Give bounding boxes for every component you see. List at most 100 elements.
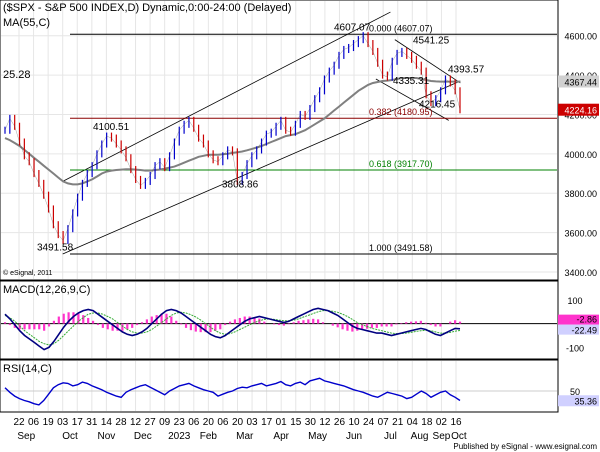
x-month-label-0: Sep: [17, 431, 35, 442]
chart-title: ($SPX - S&P 500 INDEX,D) Dynamic,0:00-24…: [3, 2, 291, 14]
price-annotation-7: 3491.58: [37, 242, 74, 253]
axis-labels: 4600.004400.004200.004000.003800.003600.…: [13, 32, 599, 442]
x-day-label-11: 23: [174, 417, 186, 428]
x-day-label-15: 20: [232, 417, 244, 428]
ma-value-text: 4367.44: [564, 77, 597, 87]
x-month-label-1: Oct: [62, 431, 78, 442]
x-day-label-2: 19: [43, 417, 55, 428]
fib-label-3: 1.000 (3491.58): [369, 243, 433, 253]
x-day-label-28: 18: [421, 417, 433, 428]
left-edge-label: 25.28: [3, 69, 31, 81]
trend-channel: [62, 11, 461, 255]
macd-value-tag-1: [558, 314, 599, 325]
ma-label: MA(55,C): [3, 17, 50, 29]
x-month-label-8: May: [308, 431, 327, 442]
rsi-line: [4, 377, 461, 406]
price-annotation-0: 4607.07: [334, 23, 371, 34]
ma-value-tag: [558, 75, 599, 88]
price-annotation-3: 4335.31: [393, 76, 430, 87]
price-ytick-4: 3800.00: [564, 189, 597, 199]
x-day-label-4: 17: [72, 417, 84, 428]
x-day-label-21: 12: [319, 417, 331, 428]
x-month-label-13: Oct: [451, 431, 467, 442]
x-day-label-29: 02: [436, 417, 448, 428]
footer-credit: Published by eSignal - www.esignal.com: [453, 442, 597, 451]
x-day-label-20: 30: [305, 417, 317, 428]
macd-value-text-1: -2.86: [576, 315, 597, 325]
x-month-label-10: Jul: [384, 431, 397, 442]
grid-layer: [1, 1, 557, 411]
price-ytick-5: 3600.00: [564, 229, 597, 239]
rsi-ytick-0: 50: [570, 387, 580, 397]
x-day-label-25: 07: [378, 417, 390, 428]
x-day-label-14: 06: [217, 417, 229, 428]
price-annotation-5: 4100.51: [93, 122, 130, 133]
x-day-label-16: 03: [247, 417, 259, 428]
x-day-label-5: 31: [86, 417, 98, 428]
last-price-tag: [558, 103, 599, 116]
fib-label-2: 0.618 (3917.70): [369, 159, 433, 169]
x-day-label-12: 06: [188, 417, 200, 428]
x-day-label-10: 09: [159, 417, 171, 428]
x-month-label-3: Dec: [134, 431, 152, 442]
x-day-label-27: 04: [407, 417, 419, 428]
price-ytick-3: 4000.00: [564, 150, 597, 160]
fib-label-1: 0.382 (4180.95): [369, 107, 433, 117]
price-annotation-4: 4216.45: [419, 100, 456, 111]
price-series: [4, 32, 461, 245]
x-day-label-24: 24: [363, 417, 375, 428]
x-month-label-12: Sep: [433, 431, 451, 442]
macd-ytick-0: 100: [567, 296, 582, 306]
copyright-label: © eSignal, 2011: [3, 269, 53, 277]
x-month-label-9: Jun: [346, 431, 362, 442]
last-price-text: 4224.16: [564, 106, 597, 116]
rsi-value-text: 35.36: [574, 396, 597, 406]
x-day-label-3: 03: [57, 417, 69, 428]
price-annotation-1: 4541.25: [413, 36, 450, 47]
rsi-label: RSI(14,C): [3, 363, 52, 375]
x-day-label-1: 06: [28, 417, 40, 428]
x-day-label-0: 22: [13, 417, 25, 428]
price-annotation-2: 4393.57: [448, 65, 485, 76]
x-month-label-6: Mar: [236, 431, 254, 442]
channel-upper-line: [62, 11, 391, 182]
x-day-label-6: 14: [101, 417, 113, 428]
x-day-label-13: 20: [203, 417, 215, 428]
macd-label: MACD(12,26,9,C): [3, 284, 90, 296]
macd-value-tag-2: [558, 324, 599, 335]
x-day-label-17: 17: [261, 417, 273, 428]
rsi-panel-frame: [0, 359, 559, 413]
macd-signal-line: [4, 310, 461, 346]
x-month-label-11: Aug: [411, 431, 429, 442]
falling-channel-upper: [394, 39, 461, 84]
rsi-series: [4, 377, 461, 406]
price-ytick-6: 3400.00: [564, 268, 597, 278]
fib-label-0: 0.000 (4607.07): [369, 23, 433, 33]
x-month-label-5: Feb: [200, 431, 218, 442]
x-day-label-22: 26: [334, 417, 346, 428]
x-month-label-7: Apr: [273, 431, 289, 442]
macd-value-text-2: -22.49: [571, 326, 597, 336]
x-day-label-7: 28: [115, 417, 127, 428]
x-month-label-2: Nov: [98, 431, 116, 442]
close-line: [4, 35, 461, 241]
x-month-label-4: 2023: [168, 431, 191, 442]
price-annotations: 4607.07 4541.25 4393.57 4335.31 4216.45 4100.…: [37, 23, 485, 254]
x-day-label-23: 10: [348, 417, 360, 428]
price-panel-frame: [0, 0, 559, 281]
macd-series: [1, 307, 557, 351]
price-ytick-0: 4600.00: [564, 32, 597, 42]
macd-ytick-1: -100: [566, 343, 584, 353]
x-day-label-8: 12: [130, 417, 142, 428]
price-annotation-6: 3808.86: [222, 180, 259, 191]
falling-channel-lower: [375, 78, 449, 121]
x-day-label-9: 27: [145, 417, 157, 428]
rsi-value-tag: [558, 395, 599, 407]
x-day-label-30: 16: [450, 417, 462, 428]
macd-line: [4, 307, 461, 351]
x-day-label-26: 21: [392, 417, 404, 428]
x-day-label-18: 01: [276, 417, 288, 428]
channel-lower-line: [62, 80, 461, 255]
x-day-label-19: 15: [290, 417, 302, 428]
